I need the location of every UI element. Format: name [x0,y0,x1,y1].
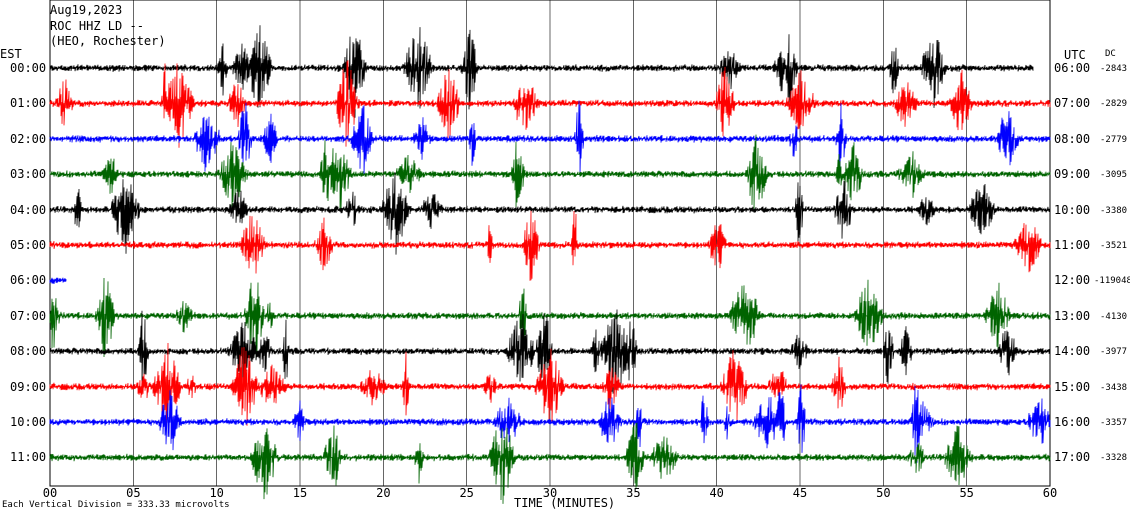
x-tick-label: 50 [876,486,890,500]
trace-1100 [49,422,1051,504]
dc-offset-value: -3521 [1100,241,1128,251]
right-axis-label: UTC [1064,48,1086,62]
trace-0100 [49,60,1051,148]
est-hour-label: 02:00 [10,131,47,146]
utc-hour-label: 12:00 [1054,273,1091,288]
x-tick-label: 35 [626,486,640,500]
dc-offset-value: -1190489 [1094,276,1130,287]
x-tick-label: 10 [209,486,223,500]
x-tick-label: 45 [793,486,807,500]
dc-offset-value: -4130 [1100,311,1128,322]
left-axis-label: EST [0,47,22,61]
x-tick-label: 30 [543,486,557,500]
utc-hour-label: 09:00 [1054,167,1091,182]
trace-0800 [49,309,1051,394]
dc-offset-value: -2779 [1100,134,1128,145]
dc-offset-value: -3380 [1100,205,1128,216]
utc-hour-label: 14:00 [1054,344,1091,359]
trace-0700 [49,277,1051,360]
footer-note: Each Vertical Division = 333.33 microvol… [2,500,230,510]
x-tick-label: 40 [709,486,723,500]
dc-offset-value: -3977 [1100,347,1128,358]
chart-date: Aug19,2023 [50,3,123,17]
dc-offset-value: -3095 [1100,170,1128,181]
est-hour-label: 08:00 [10,344,47,359]
x-tick-label: 25 [459,486,473,500]
x-tick-label: 60 [1043,486,1057,500]
station-code: ROC HHZ LD -- [50,19,144,33]
est-hour-label: 03:00 [10,167,47,182]
est-hour-label: 06:00 [10,273,47,288]
trace-0500 [49,210,1051,281]
est-hour-label: 04:00 [10,202,47,217]
dc-offset-value: -3357 [1100,418,1128,428]
trace-0900 [49,342,1051,430]
x-tick-label: 20 [376,486,390,500]
est-hour-label: 00:00 [10,61,47,75]
utc-hour-label: 07:00 [1054,96,1091,111]
station-location: (HEO, Rochester) [50,34,166,48]
utc-hour-label: 15:00 [1054,379,1091,394]
trace-0200 [49,100,1051,176]
utc-hour-label: 17:00 [1054,450,1091,465]
est-hour-label: 11:00 [10,450,47,465]
trace-0600 [49,277,67,284]
utc-hour-label: 13:00 [1054,308,1091,323]
trace-0300 [49,134,1051,212]
x-tick-label: 55 [959,486,973,500]
trace-0000 [49,25,1034,118]
dc-offset-value: -2829 [1100,99,1128,110]
est-hour-label: 01:00 [10,96,47,111]
x-tick-label: 05 [126,486,140,500]
est-hour-label: 10:00 [10,415,47,429]
est-hour-label: 07:00 [10,308,47,323]
utc-hour-label: 16:00 [1054,415,1091,429]
x-tick-label: 00 [43,486,57,500]
utc-hour-label: 06:00 [1054,61,1091,75]
trace-0400 [49,172,1051,255]
utc-hour-label: 10:00 [1054,202,1091,217]
x-tick-label: 15 [293,486,307,500]
dc-header: DC [1105,49,1116,59]
est-hour-label: 05:00 [10,238,47,252]
x-axis-title: TIME (MINUTES) [514,496,616,510]
utc-hour-label: 08:00 [1054,131,1091,146]
trace-1000 [49,384,1051,463]
utc-hour-label: 11:00 [1054,238,1091,252]
dc-offset-value: -2843 [1100,64,1128,74]
dc-offset-value: -3438 [1100,382,1128,393]
dc-offset-value: -3328 [1100,453,1128,464]
est-hour-label: 09:00 [10,379,47,394]
